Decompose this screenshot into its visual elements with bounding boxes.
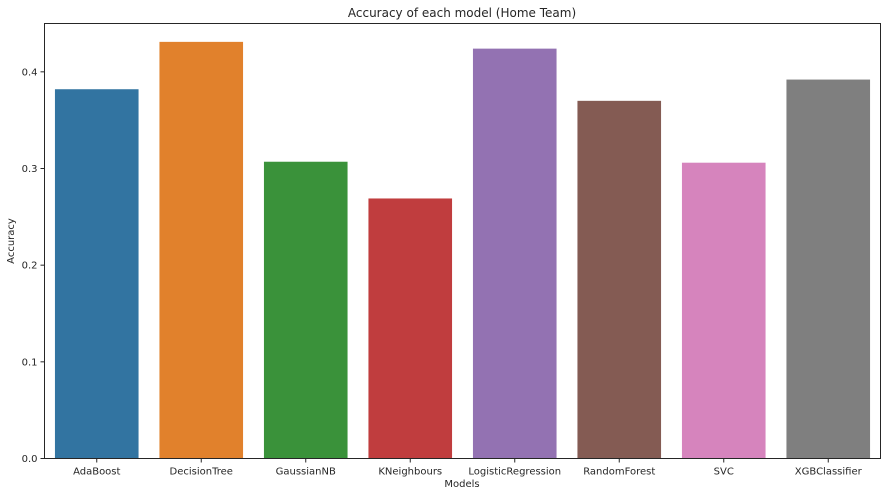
x-tick-label: XGBClassifier	[795, 467, 863, 478]
y-tick-label: 0.0	[22, 454, 38, 465]
x-tick-label: AdaBoost	[73, 467, 120, 478]
bars-group	[54, 41, 871, 459]
bar-adaboost	[54, 89, 139, 459]
bar-svc	[681, 162, 766, 459]
plot-frame	[44, 23, 881, 459]
y-axis: 0.0 0.1 0.2 0.3 0.4	[22, 67, 45, 465]
y-tick-label: 0.4	[22, 67, 38, 78]
x-axis-label: Models	[444, 479, 479, 490]
x-tick-label: DecisionTree	[170, 467, 233, 478]
y-axis-label: Accuracy	[6, 218, 17, 264]
x-tick-label: GaussianNB	[276, 467, 336, 478]
bar-gaussiannb	[263, 161, 348, 459]
bar-decisiontree	[159, 41, 244, 459]
bar-xgbclassifier	[786, 79, 871, 459]
x-tick-label: SVC	[714, 467, 734, 478]
x-tick-label: RandomForest	[583, 467, 655, 478]
y-tick-label: 0.2	[22, 261, 38, 272]
y-tick-label: 0.1	[22, 357, 38, 368]
bar-randomforest	[577, 100, 662, 459]
x-tick-label: LogisticRegression	[468, 467, 561, 478]
bar-logisticregression	[472, 48, 557, 459]
chart-title: Accuracy of each model (Home Team)	[348, 6, 576, 20]
x-axis: AdaBoost DecisionTree GaussianNB KNeighbour…	[73, 458, 863, 478]
y-tick-label: 0.3	[22, 164, 38, 175]
bar-kneighbours	[368, 198, 453, 459]
x-tick-label: KNeighbours	[378, 467, 442, 478]
